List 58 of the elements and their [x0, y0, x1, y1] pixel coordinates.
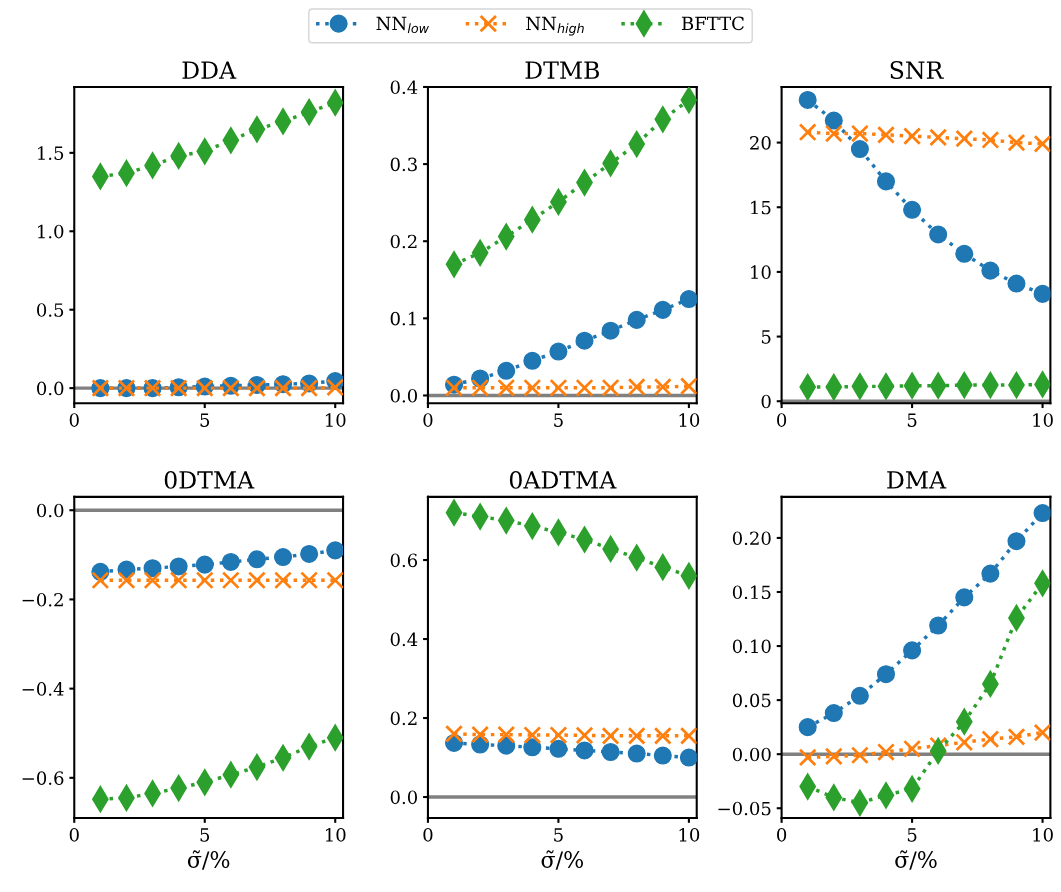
y-tick-label: −0.4 — [22, 682, 64, 696]
chart-title: 0ADTMA — [509, 470, 617, 489]
chart-title: DTMB — [525, 61, 599, 79]
y-tick-label: 5 — [761, 330, 771, 344]
x-tick-label: 0 — [69, 828, 79, 842]
x-tick-label: 0 — [777, 828, 787, 842]
x-tick-label: 5 — [200, 828, 210, 842]
y-tick-label: 0.10 — [732, 639, 771, 654]
y-tick-label: 0.4 — [390, 632, 418, 647]
y-tick-label: 1.0 — [38, 224, 64, 239]
y-tick-label: 0.6 — [390, 553, 418, 568]
chart-title: 0DTMA — [164, 470, 255, 489]
y-tick-label: −0.6 — [22, 771, 64, 785]
y-tick-label: 0.0 — [37, 503, 64, 518]
x-axis-title: σ̃/% — [895, 850, 937, 870]
y-tick-label: 0.05 — [732, 693, 771, 708]
y-tick-label: 0.0 — [390, 790, 418, 805]
y-tick-label: −0.05 — [718, 801, 771, 816]
x-tick-label: 0 — [423, 828, 433, 842]
x-axis-title: σ̃/% — [541, 850, 583, 870]
legend-label: BFTTC — [681, 16, 744, 31]
y-tick-label: 0.0 — [37, 381, 64, 396]
y-tick-label: 15 — [751, 200, 771, 215]
y-tick-label: 0.0 — [390, 388, 418, 403]
y-tick-label: 0.5 — [37, 303, 64, 317]
y-tick-label: 0.20 — [732, 531, 771, 546]
chart-title: SNR — [890, 61, 944, 79]
y-tick-label: 0.4 — [390, 80, 418, 95]
legend-label: NN$_{low}$ — [376, 16, 429, 34]
y-tick-label: 20 — [750, 136, 771, 150]
y-tick-label: −0.2 — [22, 592, 63, 607]
y-tick-label: 1.5 — [38, 146, 64, 160]
x-tick-label: 10 — [679, 828, 700, 842]
x-tick-label: 0 — [423, 413, 433, 427]
y-tick-label: 0.15 — [732, 585, 771, 600]
x-tick-label: 10 — [325, 828, 346, 842]
x-tick-label: 0 — [777, 413, 787, 427]
y-tick-label: 10 — [751, 265, 771, 280]
x-tick-label: 10 — [325, 413, 346, 427]
x-tick-label: 5 — [907, 413, 917, 427]
y-tick-label: 0.00 — [732, 747, 771, 762]
x-axis-title: σ̃/% — [187, 850, 230, 870]
x-tick-label: 10 — [679, 413, 700, 427]
x-tick-label: 5 — [907, 828, 917, 842]
y-tick-label: 0 — [761, 394, 771, 409]
x-tick-label: 10 — [1033, 413, 1053, 427]
y-tick-label: 0.3 — [390, 157, 417, 172]
x-tick-label: 5 — [200, 413, 210, 427]
chart-title: DDA — [182, 61, 237, 79]
y-tick-label: 0.2 — [390, 711, 417, 726]
x-tick-label: 5 — [554, 828, 563, 842]
x-tick-label: 5 — [554, 413, 563, 427]
x-tick-label: 10 — [1033, 828, 1053, 842]
y-tick-label: 0.1 — [390, 311, 416, 326]
legend-label: NN$_{high}$ — [526, 16, 584, 36]
y-tick-label: 0.2 — [390, 234, 417, 249]
x-tick-label: 0 — [69, 413, 79, 427]
chart-title: DMA — [887, 471, 947, 489]
